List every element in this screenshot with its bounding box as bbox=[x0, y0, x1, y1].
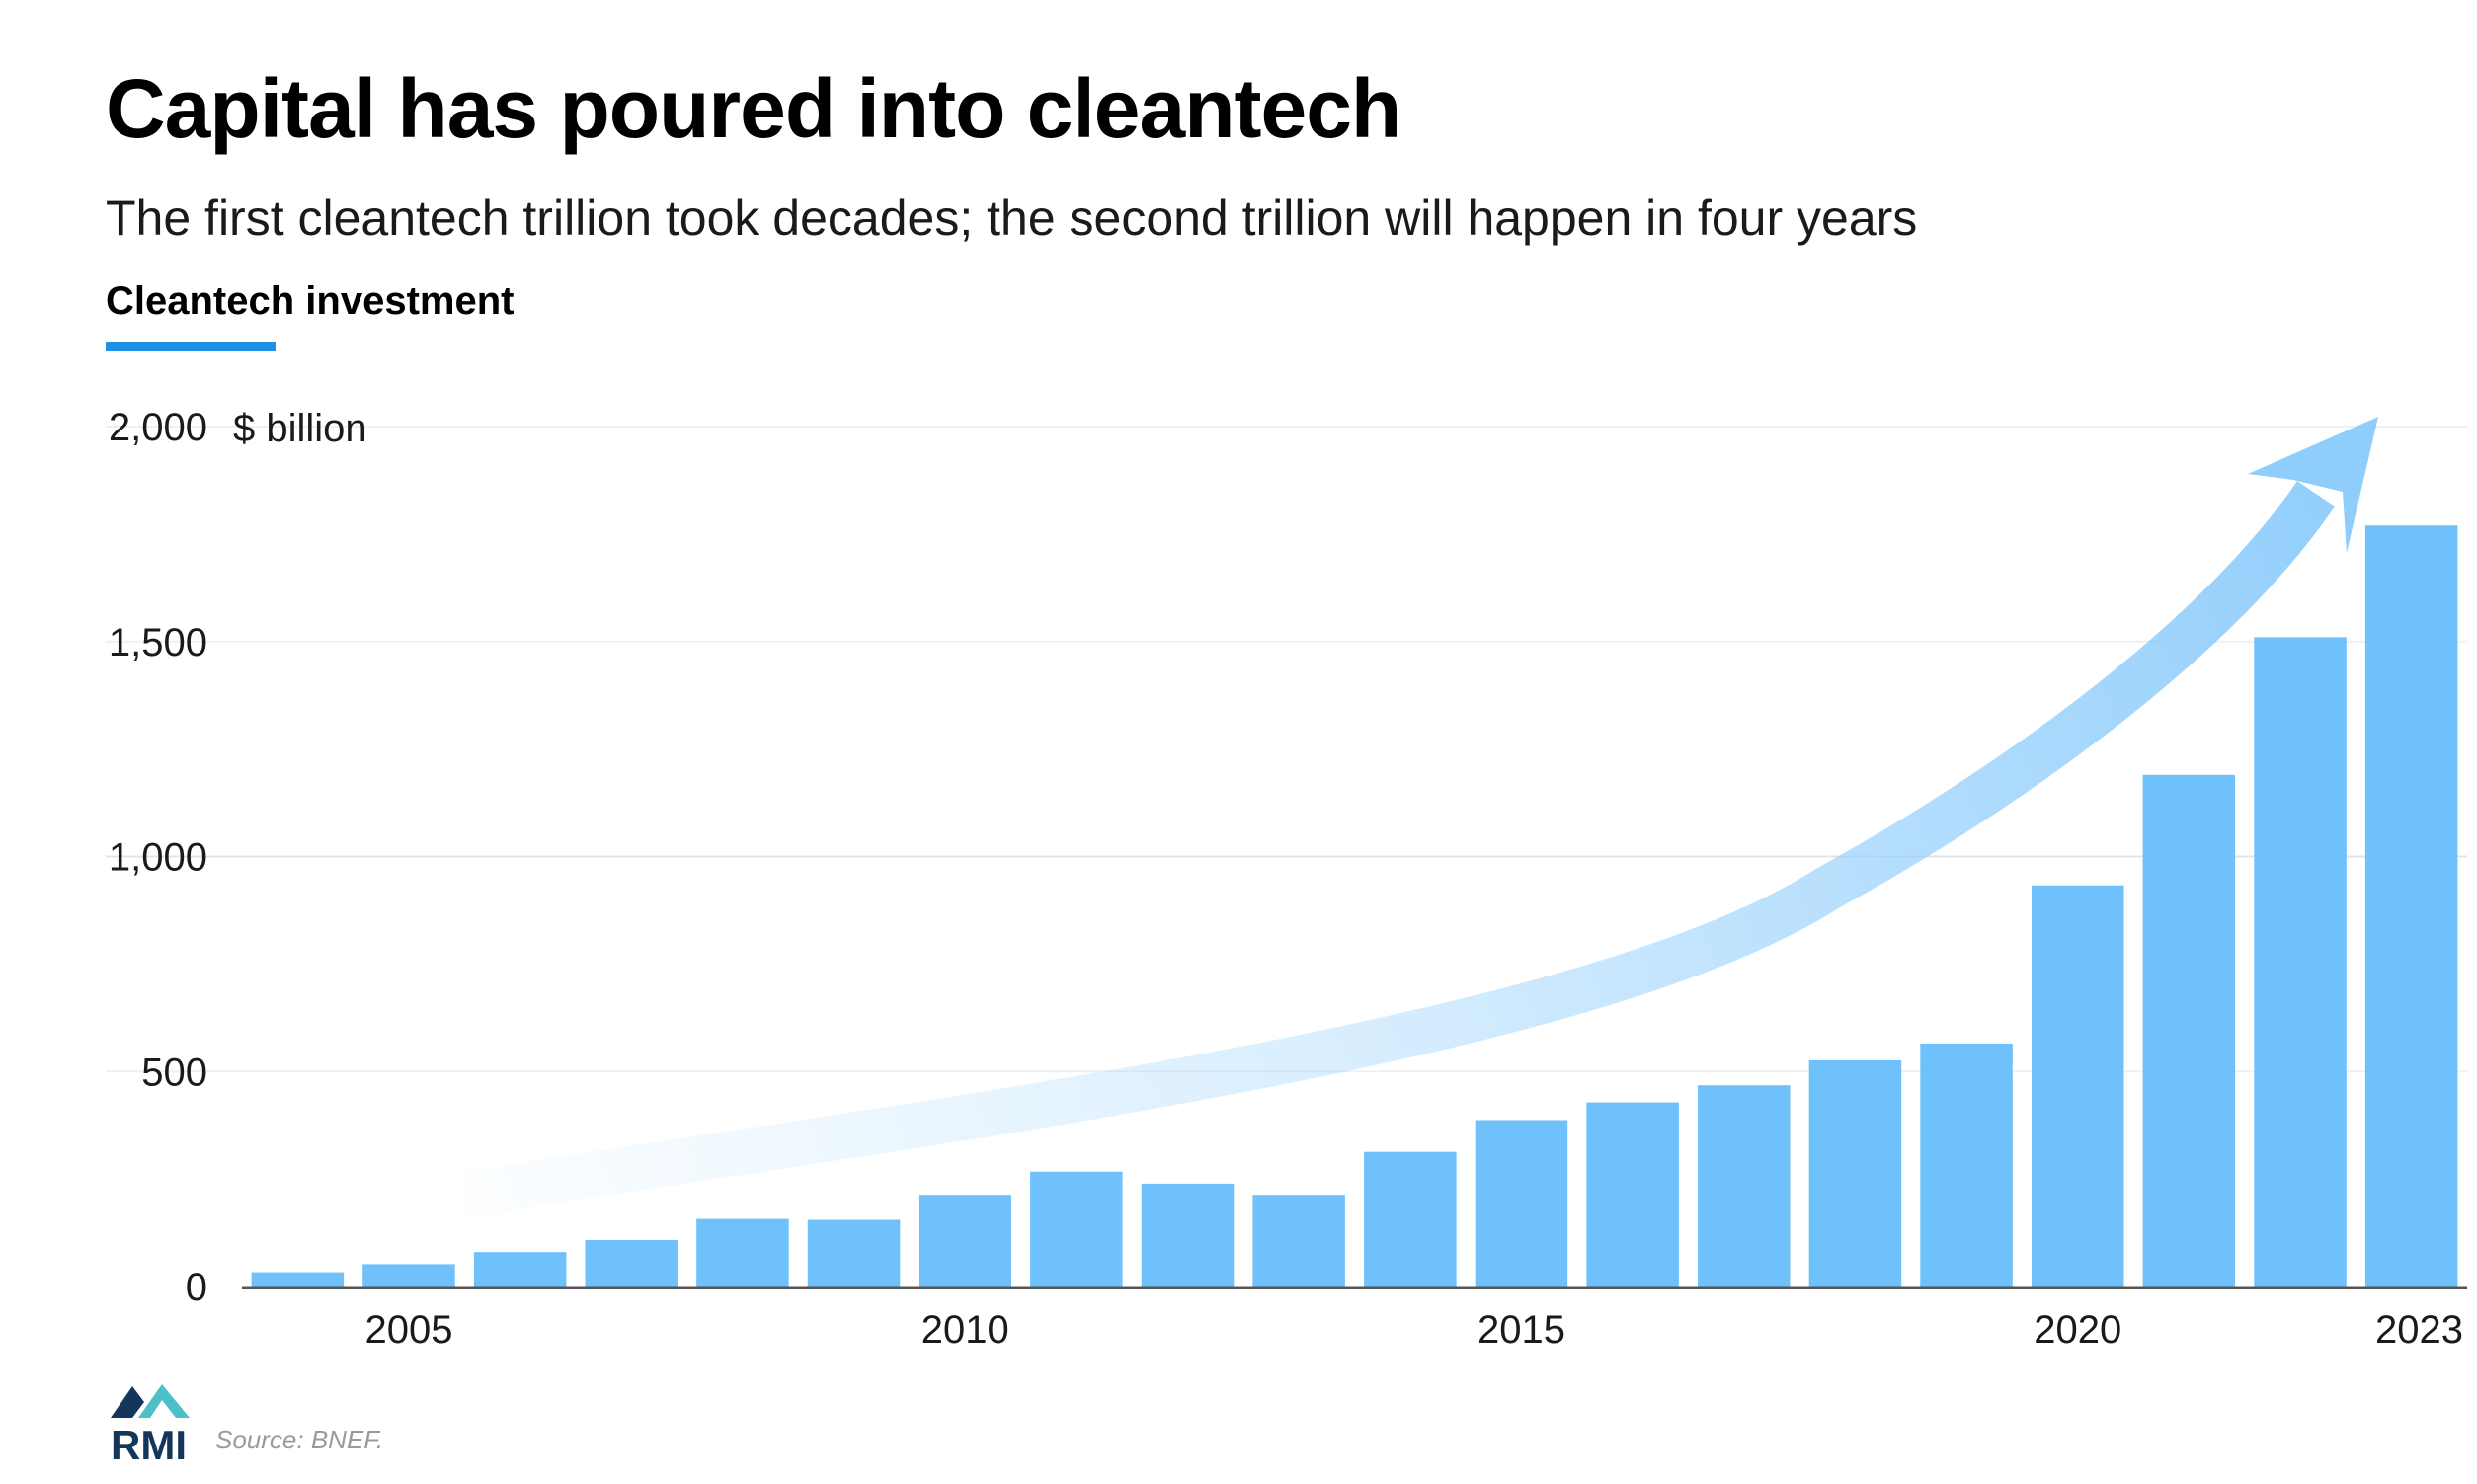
x-tick-label: 2010 bbox=[921, 1308, 1009, 1352]
bar-2009 bbox=[807, 1219, 901, 1287]
x-tick-label: 2005 bbox=[365, 1308, 453, 1352]
trend-arrow bbox=[460, 417, 2378, 1217]
y-axis-ticks: 0 500 1,000 1,500 2,000 bbox=[109, 406, 207, 1309]
x-tick-label: 2023 bbox=[2375, 1308, 2463, 1352]
bar-2016 bbox=[1586, 1102, 1679, 1287]
x-tick-label: 2015 bbox=[1478, 1308, 1565, 1352]
bar-2018 bbox=[1808, 1059, 1902, 1287]
y-tick-label: 0 bbox=[186, 1266, 207, 1309]
y-tick-label: 1,500 bbox=[109, 621, 207, 664]
bar-2011 bbox=[1030, 1171, 1123, 1287]
trend-arrow-shaft bbox=[460, 481, 2336, 1217]
bars bbox=[251, 525, 2458, 1287]
rmi-logo: RMI bbox=[111, 1384, 190, 1463]
bar-2004 bbox=[251, 1272, 345, 1287]
chart-subtitle: The first cleantech trillion took decade… bbox=[106, 191, 1918, 246]
logo-text: RMI bbox=[111, 1422, 187, 1463]
bar-2006 bbox=[473, 1252, 567, 1287]
y-tick-label: 2,000 bbox=[109, 406, 207, 449]
bar-2012 bbox=[1141, 1183, 1235, 1287]
bar-2007 bbox=[585, 1240, 678, 1287]
chart-title: Capital has poured into cleantech bbox=[106, 62, 1401, 155]
logo-mountain-dark bbox=[111, 1386, 144, 1418]
y-tick-label: 1,000 bbox=[109, 836, 207, 880]
bar-2022 bbox=[2254, 637, 2347, 1287]
bar-2008 bbox=[696, 1218, 789, 1287]
bar-2014 bbox=[1364, 1151, 1457, 1287]
section-underline bbox=[106, 342, 276, 351]
x-tick-label: 2020 bbox=[2034, 1308, 2121, 1352]
trend-arrow-head bbox=[2248, 417, 2378, 553]
y-tick-label: 500 bbox=[141, 1051, 207, 1094]
bar-2017 bbox=[1698, 1085, 1791, 1287]
bar-2010 bbox=[919, 1195, 1011, 1287]
section-label: Cleantech investment bbox=[106, 279, 515, 323]
bar-2023 bbox=[2364, 525, 2458, 1287]
x-axis-ticks: 2005 2010 2015 2020 2023 bbox=[365, 1308, 2463, 1352]
bar-2015 bbox=[1475, 1120, 1568, 1287]
bar-2020 bbox=[2032, 885, 2124, 1287]
bar-2005 bbox=[362, 1264, 455, 1287]
logo-mountain-teal bbox=[138, 1384, 190, 1418]
y-unit-label: $ billion bbox=[233, 407, 367, 450]
bar-2021 bbox=[2142, 774, 2236, 1287]
bar-2013 bbox=[1252, 1195, 1345, 1287]
source-note: Source: BNEF. bbox=[215, 1425, 384, 1454]
bar-2019 bbox=[1920, 1043, 2013, 1287]
